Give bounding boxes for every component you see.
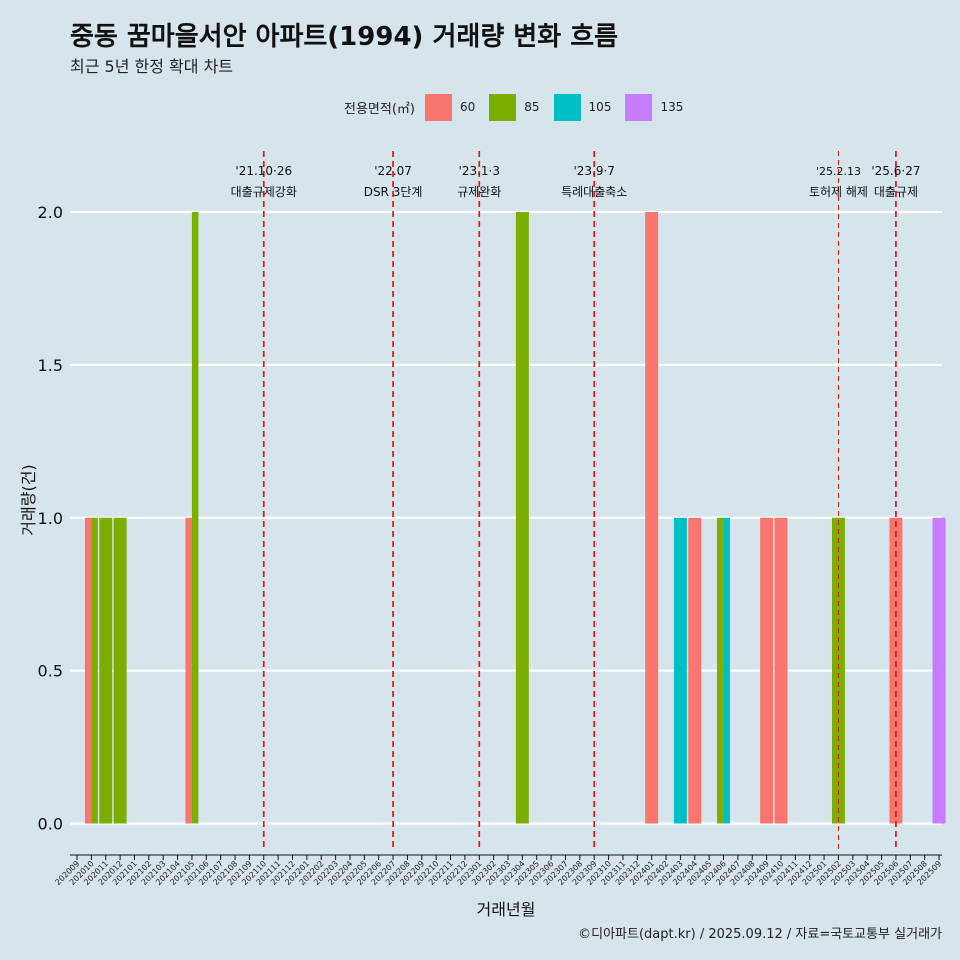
event-date-5: '25.6·27 — [871, 164, 920, 178]
event-label-1: DSR 3단계 — [364, 185, 423, 199]
bar-85-202010 — [91, 517, 98, 824]
legend: 전용면적(㎡) 60 85 105 135 — [344, 93, 697, 121]
legend-swatch-85 — [489, 93, 517, 121]
legend-label-135: 135 — [660, 100, 684, 114]
x-axis-title: 거래년월 — [477, 900, 536, 919]
y-tick-label-3: 1.5 — [38, 356, 63, 375]
bar-60-202410 — [774, 517, 788, 824]
bar-60-202506 — [889, 517, 903, 824]
bar-135-202509 — [932, 517, 946, 824]
bar-60-202404 — [688, 517, 702, 824]
legend-item-135: 135 — [625, 93, 684, 121]
bar-60-202409 — [760, 517, 774, 824]
bar-85-202011 — [99, 517, 113, 824]
event-label-5: 대출규제 — [874, 185, 918, 199]
bar-60-202010 — [84, 517, 92, 824]
y-tick-label-2: 1.0 — [38, 509, 63, 528]
bar-85-202105 — [191, 212, 199, 824]
bar-105-202406 — [723, 517, 730, 824]
event-label-0: 대출규제강화 — [231, 185, 297, 199]
bar-85-202304 — [515, 212, 529, 824]
event-label-4: 토허제 해제 — [809, 185, 868, 199]
event-date-1: '22.07 — [374, 164, 412, 178]
legend-title: 전용면적(㎡) — [344, 101, 415, 117]
y-tick-label-4: 2.0 — [38, 203, 63, 222]
legend-swatch-135 — [625, 93, 653, 121]
chart-title: 중동 꿈마을서안 아파트(1994) 거래량 변화 흐름 — [70, 22, 619, 52]
event-date-4: '25.2.13 — [816, 165, 861, 178]
legend-label-60: 60 — [459, 100, 476, 114]
bar-60-202105 — [185, 517, 192, 824]
legend-label-105: 105 — [588, 100, 612, 114]
source-caption: ©디아파트(dapt.kr) / 2025.09.12 / 자료=국토교통부 실… — [578, 927, 942, 942]
bar-85-202012 — [113, 517, 127, 824]
legend-item-105: 105 — [553, 93, 612, 121]
legend-item-60: 60 — [424, 93, 476, 121]
legend-swatch-105 — [553, 93, 581, 121]
y-tick-label-1: 0.5 — [38, 662, 63, 681]
event-label-3: 특례대출축소 — [561, 185, 627, 199]
legend-label-85: 85 — [524, 100, 540, 114]
event-date-0: '21.10·26 — [235, 164, 292, 178]
event-date-3: '23.9·7 — [573, 164, 614, 178]
bar-85-202502 — [831, 517, 845, 824]
y-tick-label-0: 0.0 — [38, 815, 63, 834]
event-date-2: '23.1·3 — [459, 164, 500, 178]
bar-85-202406 — [717, 517, 724, 824]
legend-item-85: 85 — [489, 93, 540, 121]
legend-swatch-60 — [424, 93, 452, 121]
y-axis-title: 거래량(건) — [19, 464, 38, 535]
event-label-2: 규제완화 — [457, 185, 501, 199]
bar-60-202401 — [645, 212, 659, 824]
bar-105-202403 — [673, 517, 687, 824]
chart-subtitle: 최근 5년 한정 확대 차트 — [70, 57, 234, 76]
